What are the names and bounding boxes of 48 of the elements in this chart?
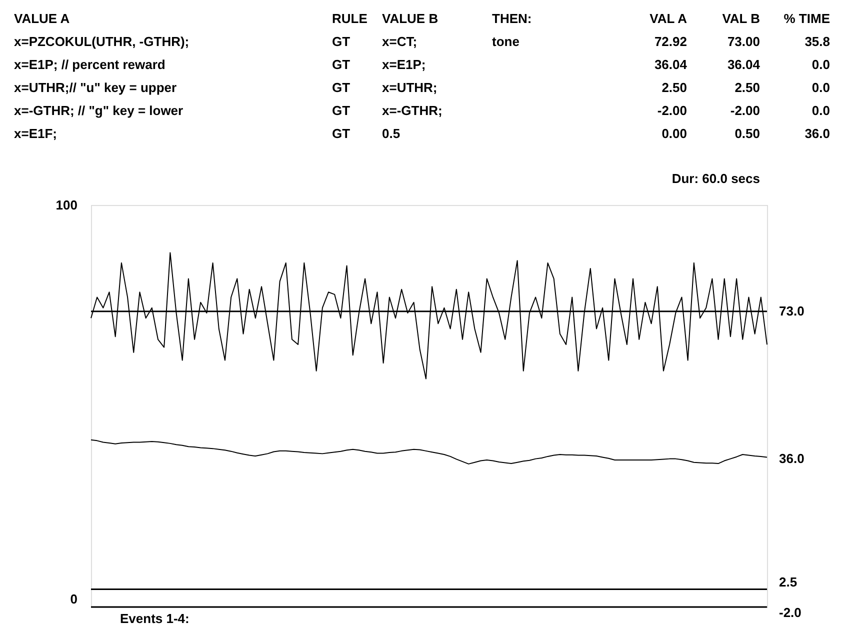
text: x=E1F;	[14, 126, 57, 141]
ref-line-label: 73.0	[779, 303, 804, 318]
text: x=UTHR;	[382, 80, 438, 95]
text: 0.0	[812, 57, 830, 72]
text: Dur: 60.0 secs	[672, 171, 760, 186]
text: x=PZCOKUL(UTHR, -GTHR);	[14, 34, 190, 49]
text: GT	[332, 103, 350, 118]
line-series	[90, 439, 768, 464]
text: x=-GTHR;	[382, 103, 442, 118]
text: VAL B	[722, 11, 760, 26]
text: 73.00	[727, 34, 760, 49]
text: x=E1P;	[382, 57, 426, 72]
text: 0.50	[734, 126, 760, 141]
ref-line-label: 2.5	[779, 574, 798, 590]
text: 0.0	[812, 80, 830, 95]
text: Events 1-4:	[120, 611, 190, 624]
y-tick-label: 0	[70, 592, 78, 607]
text: 36.04	[727, 57, 761, 72]
text: 2.50	[734, 80, 760, 95]
text: 0.00	[662, 126, 687, 141]
text: -2.00	[730, 103, 760, 118]
text: 36.0	[804, 126, 830, 141]
text: 0.5	[382, 126, 400, 141]
text: GT	[332, 57, 350, 72]
ref-line-label: -2.0	[779, 605, 802, 620]
text: THEN:	[492, 11, 532, 26]
text: GT	[332, 126, 350, 141]
text: x=-GTHR; // "g" key = lower	[14, 103, 184, 118]
text: 35.8	[804, 34, 830, 49]
text: 72.92	[654, 34, 687, 49]
text: 36.04	[654, 57, 688, 72]
text: x=UTHR;// "u" key = upper	[14, 80, 177, 95]
text: GT	[332, 34, 350, 49]
text: x=CT;	[382, 34, 418, 49]
text: x=E1P; // percent reward	[14, 57, 166, 72]
text: -2.00	[657, 103, 687, 118]
text: tone	[492, 34, 520, 49]
text: 0.0	[812, 103, 830, 118]
text: % TIME	[784, 11, 830, 26]
text: VALUE B	[382, 11, 438, 26]
text: VALUE A	[14, 11, 70, 26]
text: VAL A	[650, 11, 688, 26]
text: 36.0	[779, 451, 804, 466]
y-tick-label: 100	[56, 198, 78, 212]
line-series	[90, 252, 768, 380]
text: 2.50	[662, 80, 687, 95]
text: GT	[332, 80, 350, 95]
text: RULE	[332, 11, 368, 26]
